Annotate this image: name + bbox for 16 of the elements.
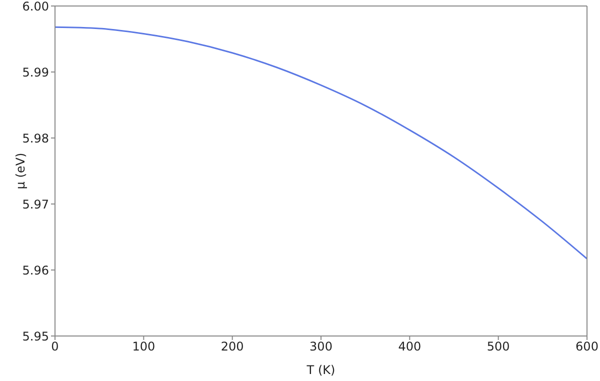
- y-tick-label: 6.00: [22, 0, 49, 14]
- y-tick-label: 5.98: [22, 131, 49, 146]
- x-tick-label: 300: [310, 340, 332, 354]
- y-axis-title: μ (eV): [13, 152, 28, 190]
- x-tick-label: 600: [576, 340, 598, 354]
- x-tick-label: 0: [51, 340, 59, 354]
- x-tick-label: 400: [398, 340, 422, 354]
- x-tick-label: 500: [486, 340, 510, 354]
- y-tick-label: 5.95: [22, 329, 49, 344]
- x-tick-label: 200: [220, 340, 244, 354]
- y-tick-label: 5.97: [22, 197, 49, 212]
- line-series: [55, 26, 587, 260]
- y-tick-label: 5.99: [22, 65, 49, 80]
- y-tick-label: 5.96: [22, 263, 49, 278]
- x-axis-title: T (K): [306, 363, 336, 377]
- x-tick-label: 100: [132, 340, 156, 354]
